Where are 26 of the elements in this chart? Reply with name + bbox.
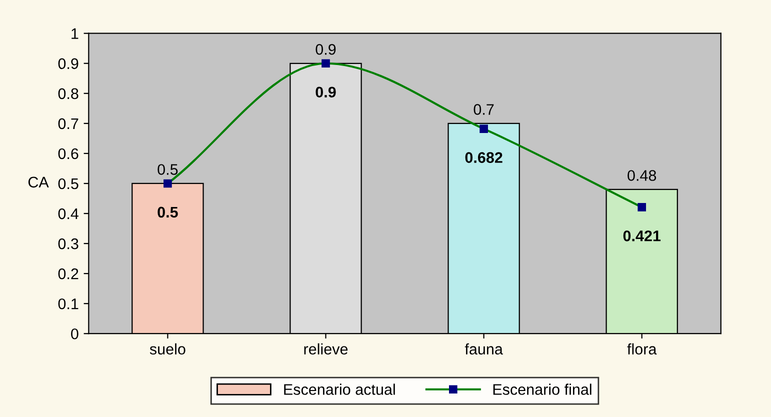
y-tick-label: 0.1	[58, 298, 78, 310]
data-label: 0.5	[158, 164, 178, 175]
data-label: 0.9	[316, 44, 336, 55]
y-tick-label: 0.2	[58, 268, 78, 280]
x-tick-label: relieve	[304, 343, 348, 355]
x-tick-label: fauna	[464, 343, 503, 355]
y-axis-title: CA	[28, 176, 49, 188]
y-tick-label: 0	[71, 328, 78, 340]
y-tick-label: 1	[72, 28, 78, 39]
data-label: 0.7	[474, 104, 494, 115]
y-tick-label: 0.9	[58, 58, 78, 70]
legend-label: Escenario actual	[284, 384, 395, 395]
data-label: 0.682	[465, 152, 502, 163]
y-tick-label: 0.6	[58, 148, 78, 160]
data-label: 0.48	[628, 170, 656, 181]
y-tick-label: 0.5	[58, 178, 78, 190]
data-label: 0.5	[158, 206, 178, 218]
x-tick-label: flora	[627, 343, 657, 355]
data-label: 0.9	[316, 86, 336, 98]
y-tick-label: 0.7	[58, 118, 78, 130]
y-tick-label: 0.4	[58, 208, 78, 220]
y-tick-label: 0.3	[58, 238, 78, 250]
data-label: 0.421	[623, 230, 661, 242]
y-tick-label: 0.8	[58, 88, 78, 100]
legend-label: Escenario final	[493, 384, 592, 395]
x-tick-label: suelo	[150, 343, 186, 355]
